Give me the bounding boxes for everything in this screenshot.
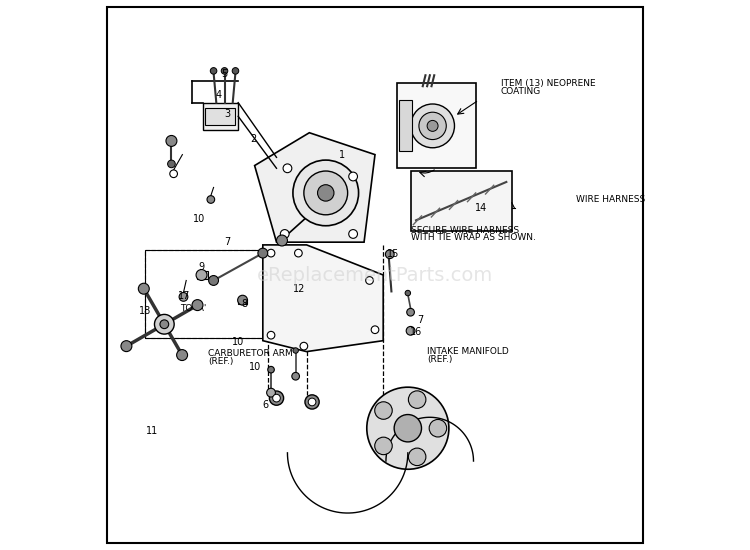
Circle shape: [308, 398, 316, 406]
Text: INTAKE MANIFOLD: INTAKE MANIFOLD: [427, 347, 508, 356]
Circle shape: [406, 309, 415, 316]
Bar: [202, 103, 238, 130]
Circle shape: [269, 391, 284, 405]
Text: (REF.): (REF.): [427, 355, 452, 364]
Text: (REF.): (REF.): [208, 357, 233, 366]
Circle shape: [371, 326, 379, 333]
Circle shape: [305, 395, 320, 409]
Text: 2: 2: [251, 134, 257, 144]
Text: ITEM (13) NEOPRENE: ITEM (13) NEOPRENE: [501, 79, 596, 88]
Bar: [410, 171, 512, 231]
Bar: [146, 250, 271, 338]
Circle shape: [427, 120, 438, 131]
Text: 4: 4: [216, 90, 222, 100]
Circle shape: [238, 295, 248, 305]
Circle shape: [138, 283, 149, 294]
Circle shape: [386, 250, 394, 258]
Circle shape: [280, 229, 289, 238]
Circle shape: [210, 68, 217, 74]
Text: TO 'A': TO 'A': [180, 305, 206, 314]
Circle shape: [429, 420, 447, 437]
Circle shape: [166, 135, 177, 146]
Text: 17: 17: [178, 291, 190, 301]
Text: 14: 14: [475, 204, 487, 213]
Text: eReplacementParts.com: eReplacementParts.com: [256, 266, 493, 284]
Text: SECURE WIRE HARNESS: SECURE WIRE HARNESS: [410, 226, 519, 235]
Circle shape: [277, 235, 287, 246]
Circle shape: [349, 229, 358, 238]
Circle shape: [409, 448, 426, 466]
Circle shape: [207, 196, 214, 204]
Polygon shape: [254, 133, 375, 242]
Bar: [398, 101, 412, 151]
Circle shape: [405, 290, 410, 296]
Circle shape: [209, 276, 218, 285]
Circle shape: [304, 171, 348, 215]
Circle shape: [177, 350, 188, 361]
Polygon shape: [262, 245, 383, 351]
Circle shape: [268, 366, 274, 373]
Circle shape: [283, 164, 292, 173]
Circle shape: [273, 394, 280, 402]
Text: 3: 3: [224, 109, 230, 119]
Text: COATING: COATING: [501, 86, 541, 96]
Text: 6: 6: [262, 400, 268, 410]
Circle shape: [196, 270, 207, 280]
Circle shape: [267, 249, 274, 257]
Circle shape: [419, 112, 446, 140]
Bar: [238, 299, 247, 304]
Circle shape: [406, 327, 415, 335]
Circle shape: [267, 331, 274, 339]
Text: 10: 10: [193, 214, 205, 224]
Text: 18: 18: [139, 306, 152, 316]
Circle shape: [293, 160, 358, 226]
Text: 16: 16: [410, 327, 422, 338]
Circle shape: [267, 388, 275, 397]
Bar: [197, 271, 208, 279]
Bar: [206, 108, 236, 124]
Circle shape: [258, 248, 268, 258]
Circle shape: [179, 293, 188, 301]
Bar: [146, 250, 271, 338]
Text: WITH TIE WRAP AS SHOWN.: WITH TIE WRAP AS SHOWN.: [410, 233, 536, 242]
Circle shape: [293, 348, 298, 353]
Circle shape: [154, 315, 174, 334]
Circle shape: [366, 277, 374, 284]
Text: 5: 5: [221, 69, 228, 79]
Circle shape: [192, 300, 203, 311]
Circle shape: [160, 320, 169, 329]
Circle shape: [409, 391, 426, 408]
Circle shape: [375, 402, 392, 419]
Circle shape: [221, 68, 228, 74]
Circle shape: [232, 68, 238, 74]
Circle shape: [411, 104, 454, 148]
Circle shape: [394, 415, 422, 442]
Circle shape: [121, 340, 132, 351]
Text: 7: 7: [224, 237, 230, 247]
Text: 15: 15: [387, 249, 399, 259]
Text: 11: 11: [146, 426, 158, 436]
Text: 1: 1: [339, 150, 345, 160]
Circle shape: [295, 249, 302, 257]
Circle shape: [292, 372, 299, 380]
Text: 9: 9: [199, 262, 205, 272]
Circle shape: [367, 387, 448, 469]
Circle shape: [170, 170, 178, 178]
Text: 12: 12: [293, 284, 306, 294]
Text: WIRE HARNESS: WIRE HARNESS: [577, 195, 646, 204]
Circle shape: [167, 160, 176, 168]
Circle shape: [349, 172, 358, 181]
Text: 10: 10: [232, 337, 244, 346]
Bar: [397, 84, 476, 168]
Circle shape: [375, 437, 392, 455]
Text: 7: 7: [417, 315, 423, 325]
Circle shape: [300, 342, 307, 350]
Text: 10: 10: [248, 362, 261, 372]
Text: 8: 8: [242, 299, 248, 309]
Text: CARBURETOR ARM: CARBURETOR ARM: [208, 349, 292, 358]
Circle shape: [317, 185, 334, 201]
